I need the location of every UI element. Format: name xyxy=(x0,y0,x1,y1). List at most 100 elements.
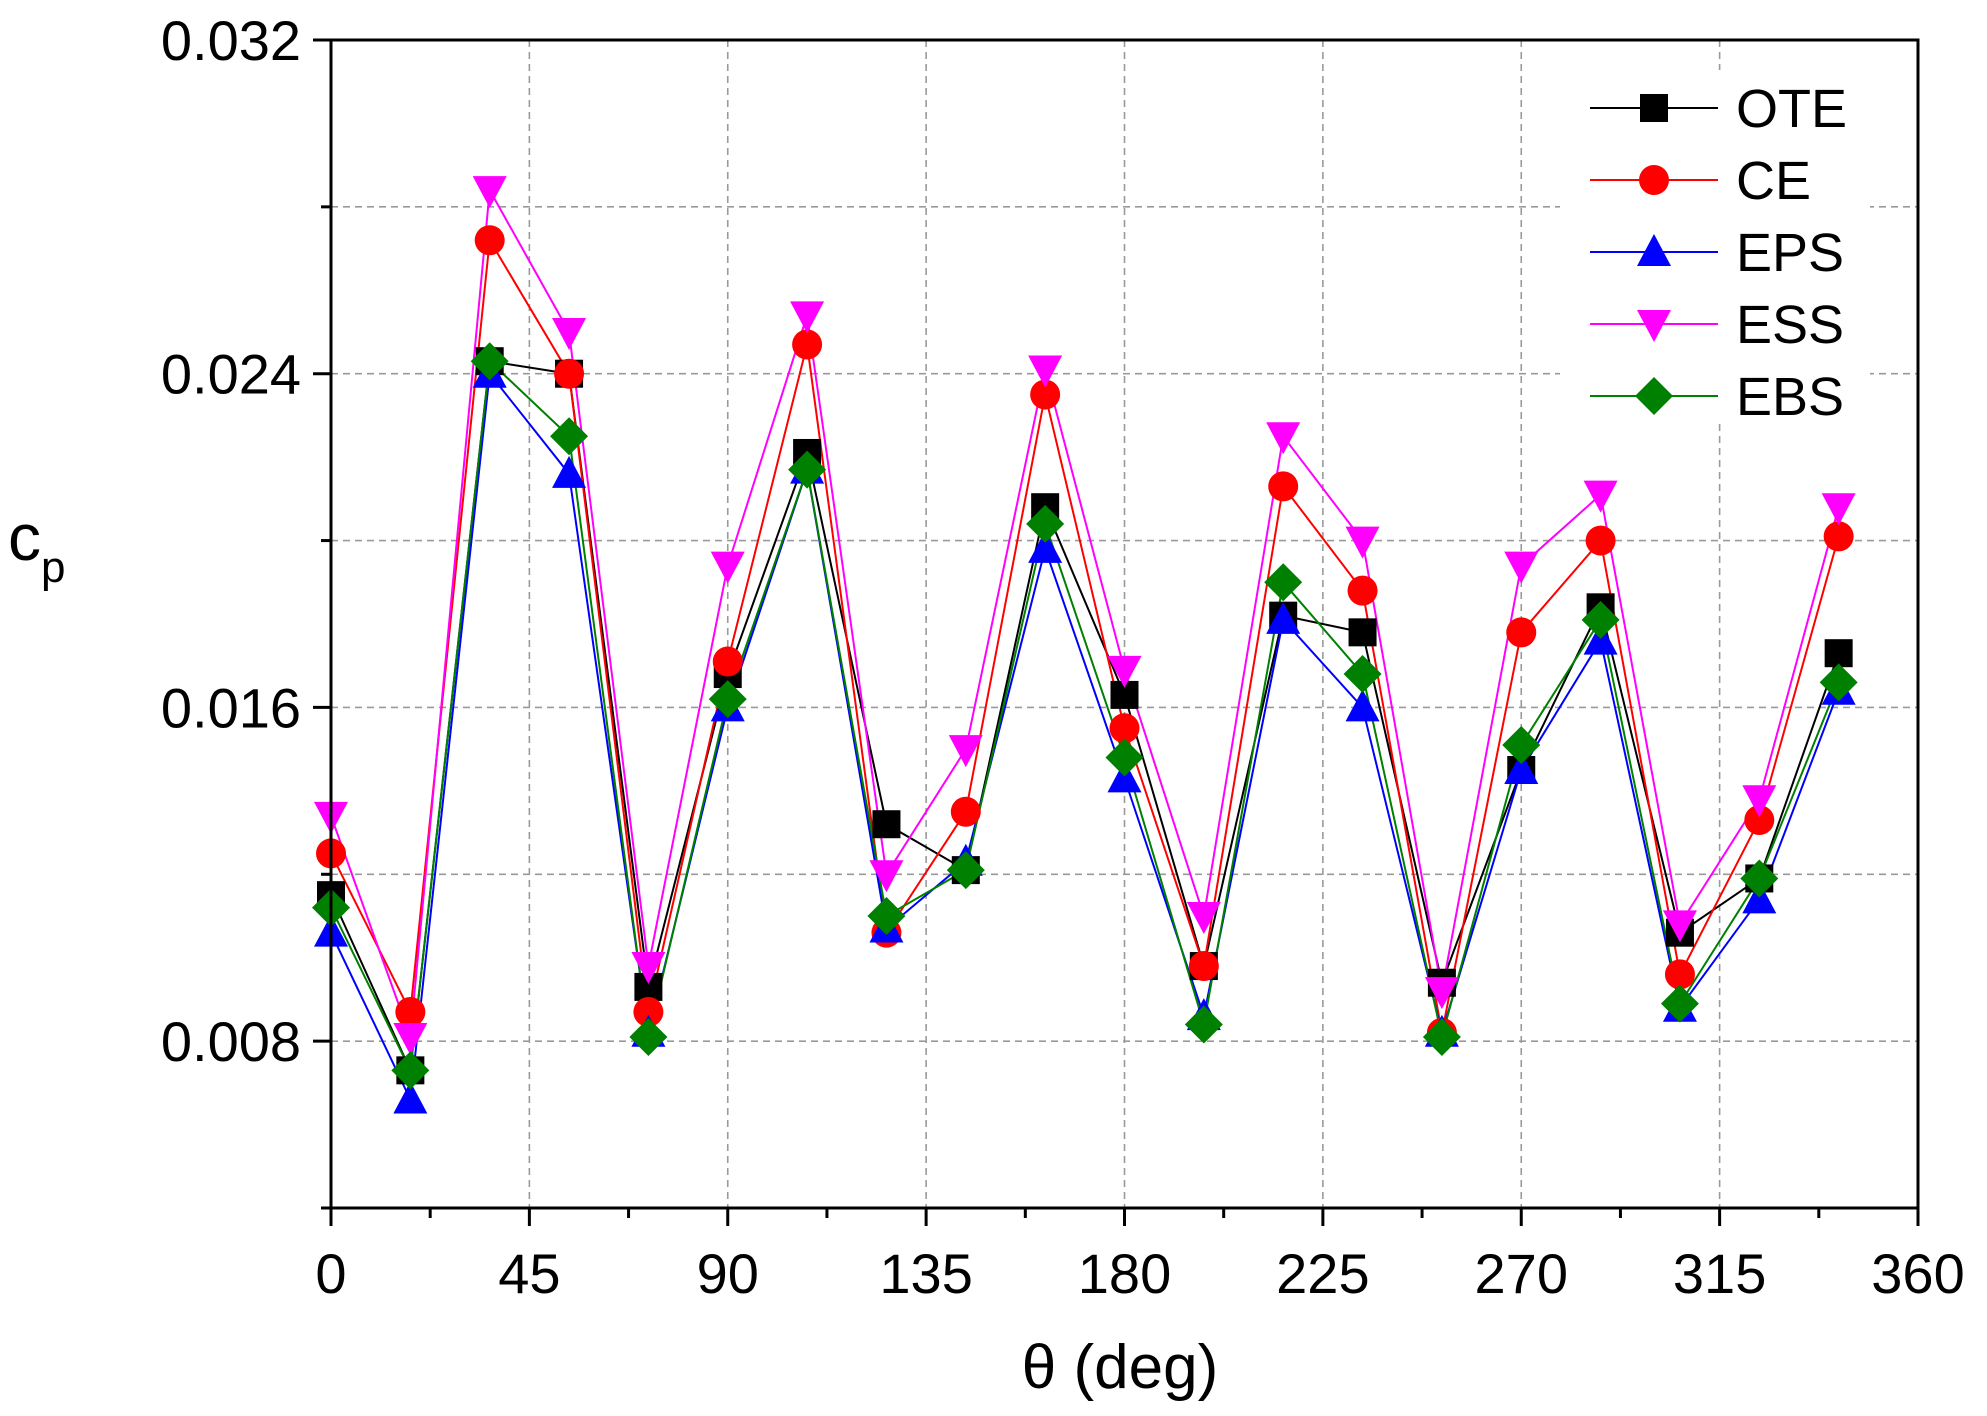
series-markers xyxy=(312,176,1858,1114)
data-point-eps xyxy=(1504,752,1539,784)
data-point-ess xyxy=(631,952,666,985)
series-line-ebs xyxy=(330,359,1840,1074)
data-point-ess xyxy=(1028,355,1063,388)
data-point-eps xyxy=(1345,689,1380,722)
data-point-ebs xyxy=(1502,725,1541,764)
series-line-ce xyxy=(330,237,1840,1033)
legend-label-ebs: EBS xyxy=(1736,367,1844,427)
data-point-ebs xyxy=(1581,600,1620,639)
x-tick-label: 360 xyxy=(1871,1242,1964,1305)
data-point-ess xyxy=(1504,551,1539,584)
legend-marker-ote xyxy=(1640,94,1668,122)
data-point-ote xyxy=(1824,639,1853,668)
data-point-ce xyxy=(554,358,585,389)
data-point-ce xyxy=(1347,575,1378,606)
data-point-ebs xyxy=(470,342,509,381)
data-point-ebs xyxy=(1026,504,1065,543)
data-point-ebs xyxy=(1422,1017,1461,1056)
legend-marker-ess xyxy=(1637,310,1671,342)
legend-label-ce: CE xyxy=(1736,151,1811,211)
data-point-ess xyxy=(1821,493,1856,526)
data-point-ebs xyxy=(1264,563,1303,602)
data-point-ebs xyxy=(867,897,906,935)
data-point-ebs xyxy=(1105,738,1144,777)
data-point-ebs xyxy=(1184,1005,1223,1044)
y-tick-label: 0.016 xyxy=(161,676,301,739)
data-point-ce xyxy=(1664,959,1695,990)
data-point-ce xyxy=(1030,379,1061,410)
legend-label-ess: ESS xyxy=(1736,295,1844,355)
x-tick-label: 315 xyxy=(1673,1242,1766,1305)
y-axis-title: cp xyxy=(8,500,65,592)
x-tick-label: 270 xyxy=(1475,1242,1568,1305)
data-point-ess xyxy=(1266,422,1301,455)
data-point-ess xyxy=(869,860,904,893)
data-point-ess xyxy=(1583,480,1618,513)
data-point-ce xyxy=(950,796,981,827)
legend-box xyxy=(1560,70,1870,420)
data-point-eps xyxy=(552,455,587,488)
x-axis-title: θ (deg) xyxy=(1022,1333,1218,1402)
data-point-ce xyxy=(792,329,823,360)
data-point-ebs xyxy=(946,851,985,890)
y-tick-label: 0.008 xyxy=(161,1010,301,1073)
data-point-ce xyxy=(633,996,664,1027)
data-point-ebs xyxy=(1819,663,1858,702)
data-point-ess xyxy=(1345,526,1380,559)
axis-ticks xyxy=(313,38,1920,1226)
x-tick-labels: 0 45 90 135 180 225 270 315 360 xyxy=(315,1242,1964,1305)
data-point-ess xyxy=(1424,977,1459,1010)
data-point-ess xyxy=(1742,785,1777,818)
data-point-ce xyxy=(1585,525,1616,556)
data-point-ebs xyxy=(708,680,747,719)
data-point-ess xyxy=(948,735,983,768)
data-point-eps xyxy=(1028,530,1063,563)
data-point-ebs xyxy=(1740,859,1779,898)
data-point-ce xyxy=(1744,805,1775,836)
legend-marker-eps xyxy=(1637,234,1671,266)
data-point-ce xyxy=(1188,951,1219,982)
y-tick-label: 0.032 xyxy=(161,9,301,72)
legend-marker-ce xyxy=(1639,165,1669,195)
legend-marker-ebs xyxy=(1635,377,1673,415)
x-tick-label: 135 xyxy=(879,1242,972,1305)
data-point-ce xyxy=(1109,713,1140,744)
data-point-ce xyxy=(1268,471,1299,502)
data-point-ce xyxy=(712,646,743,677)
y-axis-title-main: c xyxy=(8,500,41,574)
data-point-ess xyxy=(552,318,587,350)
x-tick-label: 0 xyxy=(315,1242,346,1305)
series-line-eps xyxy=(330,371,1840,1104)
data-point-ce xyxy=(474,225,505,256)
data-point-ebs xyxy=(550,417,589,456)
data-point-ote xyxy=(872,810,901,839)
y-tick-labels: 0.008 0.016 0.024 0.032 xyxy=(161,9,301,1073)
data-point-ote xyxy=(1348,618,1377,647)
data-point-ess xyxy=(1186,902,1221,934)
data-point-ce xyxy=(1823,521,1854,552)
legend: OTE CE EPS ESS EBS xyxy=(1560,70,1870,427)
data-point-ebs xyxy=(788,450,827,489)
data-point-ebs xyxy=(1343,655,1382,694)
data-point-eps xyxy=(393,1081,428,1114)
data-point-ce xyxy=(395,996,426,1027)
data-point-ebs xyxy=(391,1051,430,1090)
x-tick-label: 225 xyxy=(1276,1242,1369,1305)
y-tick-label: 0.024 xyxy=(161,343,301,406)
data-point-ess xyxy=(790,301,825,334)
data-point-eps xyxy=(1266,601,1301,634)
data-point-ess xyxy=(1107,655,1142,688)
x-tick-label: 90 xyxy=(697,1242,759,1305)
legend-label-eps: EPS xyxy=(1736,223,1844,283)
data-point-ebs xyxy=(629,1017,668,1056)
data-point-ess xyxy=(393,1022,428,1055)
y-axis-title-sub: p xyxy=(41,543,65,592)
data-point-ess xyxy=(710,551,745,584)
data-point-ce xyxy=(1506,617,1537,648)
legend-label-ote: OTE xyxy=(1736,79,1847,139)
x-tick-label: 180 xyxy=(1078,1242,1171,1305)
data-point-ess xyxy=(472,176,507,209)
x-tick-label: 45 xyxy=(498,1242,560,1305)
data-point-ebs xyxy=(1660,984,1699,1023)
